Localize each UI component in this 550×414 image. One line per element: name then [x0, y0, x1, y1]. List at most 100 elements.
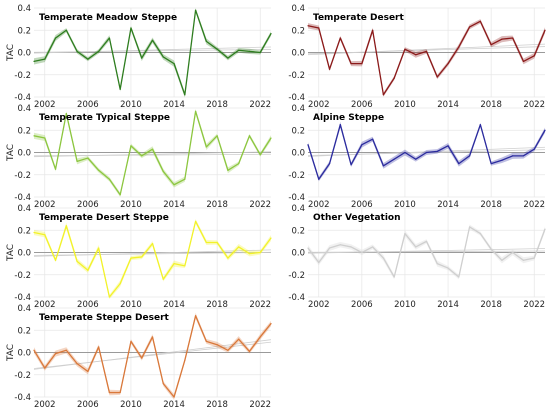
data-point: [458, 276, 460, 278]
data-point: [522, 60, 525, 63]
data-point: [522, 155, 525, 157]
data-point: [184, 359, 186, 361]
data-point: [393, 77, 395, 79]
data-point: [173, 263, 175, 265]
data-point: [227, 257, 229, 259]
data-point: [328, 68, 331, 70]
y-tick-label: 0.2: [291, 26, 305, 36]
series-band: [34, 8, 271, 98]
data-point: [404, 151, 406, 154]
x-tick-label: 2006: [77, 200, 99, 210]
data-point: [162, 278, 164, 280]
data-point: [404, 48, 406, 50]
x-tick-label: 2010: [120, 200, 142, 210]
x-tick-label: 2014: [437, 100, 459, 110]
y-tick-label: 0.4: [291, 204, 305, 214]
y-tick-label: 0.4: [17, 204, 31, 214]
panel-title: Other Vegetation: [313, 213, 401, 223]
data-point: [141, 57, 143, 59]
y-tick-label: 0.4: [17, 304, 31, 314]
y-tick-label: 0.0: [291, 149, 305, 159]
data-point: [544, 228, 546, 230]
data-point: [436, 263, 438, 265]
data-point: [65, 29, 67, 31]
data-point: [54, 353, 57, 355]
y-tick-label: -0.4: [14, 293, 31, 303]
data-point: [248, 253, 251, 255]
x-tick-label: 2014: [163, 300, 185, 310]
x-tick-label: 2010: [120, 400, 142, 410]
series-line: [307, 20, 546, 96]
y-tick-label: 0.4: [17, 104, 31, 114]
data-point: [415, 158, 417, 160]
data-point: [130, 340, 132, 342]
data-point: [227, 57, 229, 59]
x-tick-label: 2010: [394, 300, 416, 310]
x-tick-label: 2002: [308, 300, 330, 310]
y-axis-label: TAC: [6, 44, 16, 62]
y-tick-label: -0.2: [288, 171, 305, 181]
data-point: [479, 20, 481, 22]
data-point: [98, 247, 100, 249]
data-point: [65, 112, 67, 115]
data-point: [119, 194, 121, 196]
data-point: [194, 9, 197, 11]
data-point: [318, 27, 320, 29]
y-tick-label: 0.0: [17, 149, 31, 159]
y-tick-label: 0.2: [17, 326, 31, 336]
data-point: [490, 44, 492, 46]
x-tick-label: 2014: [163, 400, 185, 410]
y-tick-label: -0.2: [14, 171, 31, 181]
data-point: [372, 29, 374, 31]
data-point: [382, 257, 385, 259]
data-point: [479, 124, 481, 126]
data-point: [87, 58, 89, 60]
x-tick-label: 2014: [437, 300, 459, 310]
data-point: [458, 163, 460, 165]
data-point: [458, 46, 460, 48]
data-point: [425, 240, 428, 242]
data-point: [318, 178, 320, 180]
y-axis-label: TAC: [6, 344, 16, 362]
data-point: [216, 135, 218, 137]
data-point: [119, 283, 121, 285]
x-tick-label: 2006: [77, 400, 99, 410]
data-point: [490, 248, 492, 250]
y-axis-label: TAC: [6, 144, 16, 162]
x-tick-label: 2018: [206, 100, 228, 110]
x-tick-label: 2018: [480, 200, 502, 210]
data-point: [259, 336, 261, 338]
y-tick-label: 0.4: [291, 104, 305, 114]
y-tick-label: 0.4: [17, 4, 31, 14]
y-axis-label: TAC: [6, 244, 16, 262]
trend-line: [307, 146, 546, 157]
data-point: [33, 60, 35, 63]
x-tick-label: 2022: [523, 100, 545, 110]
data-point: [447, 267, 449, 269]
y-tick-label: 0.2: [291, 126, 305, 136]
y-tick-label: -0.4: [288, 293, 305, 303]
data-point: [544, 129, 546, 131]
data-point: [415, 246, 417, 248]
y-tick-label: 0.0: [291, 249, 305, 259]
series-band: [308, 121, 545, 182]
data-point: [259, 154, 261, 156]
data-point: [205, 340, 207, 342]
data-point: [108, 296, 111, 298]
data-point: [248, 135, 251, 137]
panel-title: Temperate Meadow Steppe: [39, 13, 177, 23]
y-tick-label: 0.0: [17, 49, 31, 59]
trend-line: [33, 339, 272, 370]
data-point: [130, 27, 132, 29]
data-point: [54, 259, 57, 261]
data-point: [33, 349, 35, 351]
y-tick-label: 0.2: [17, 226, 31, 236]
data-point: [238, 163, 240, 165]
data-point: [270, 322, 272, 325]
series-band: [34, 313, 271, 400]
data-point: [65, 349, 67, 351]
x-tick-label: 2006: [77, 100, 99, 110]
data-point: [339, 37, 341, 39]
series-line: [33, 110, 272, 196]
